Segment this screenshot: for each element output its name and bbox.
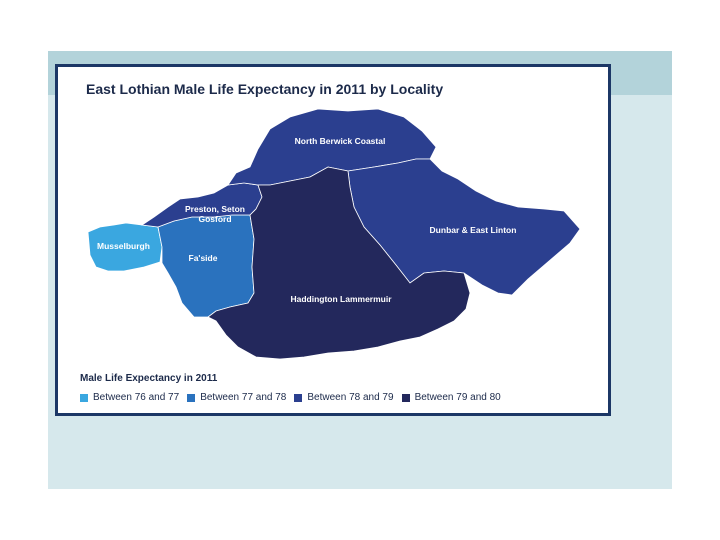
legend-swatch [401, 393, 410, 402]
legend-label: Between 76 and 77 [93, 392, 180, 403]
legend-item: Between 76 and 77 [80, 392, 179, 403]
legend-swatch [294, 393, 303, 402]
region-haddington-lammermuir[interactable] [207, 166, 471, 360]
region-label-musselburgh: Musselburgh [97, 241, 150, 251]
legend-item: Between 77 and 78 [187, 392, 286, 403]
legend-item: Between 79 and 80 [401, 392, 501, 403]
region-label-north-berwick: North Berwick Coastal [295, 136, 386, 146]
region-label-preston-line1: Preston, Seton [185, 204, 245, 214]
legend-swatch [80, 393, 88, 402]
region-label-preston-line2: Gosford [198, 214, 231, 224]
region-musselburgh[interactable] [87, 222, 163, 272]
legend-label: Between 77 and 78 [200, 392, 287, 403]
region-label-fa-side: Fa'side [189, 253, 218, 263]
legend-label: Between 79 and 80 [414, 392, 501, 403]
region-label-dunbar: Dunbar & East Linton [430, 225, 517, 235]
region-fa-side[interactable] [157, 214, 255, 318]
legend: Between 76 and 77 Between 77 and 78 Betw… [80, 392, 501, 403]
region-label-haddington: Haddington Lammermuir [290, 294, 392, 304]
legend-item: Between 78 and 79 [294, 392, 394, 403]
map-title: East Lothian Male Life Expectancy in 201… [86, 81, 444, 97]
legend-swatch [187, 393, 196, 402]
locality-map: North Berwick Coastal Preston, Seton Gos… [87, 108, 581, 360]
legend-title: Male Life Expectancy in 2011 [80, 373, 218, 384]
legend-label: Between 78 and 79 [307, 392, 394, 403]
map-panel: East Lothian Male Life Expectancy in 201… [55, 64, 611, 416]
